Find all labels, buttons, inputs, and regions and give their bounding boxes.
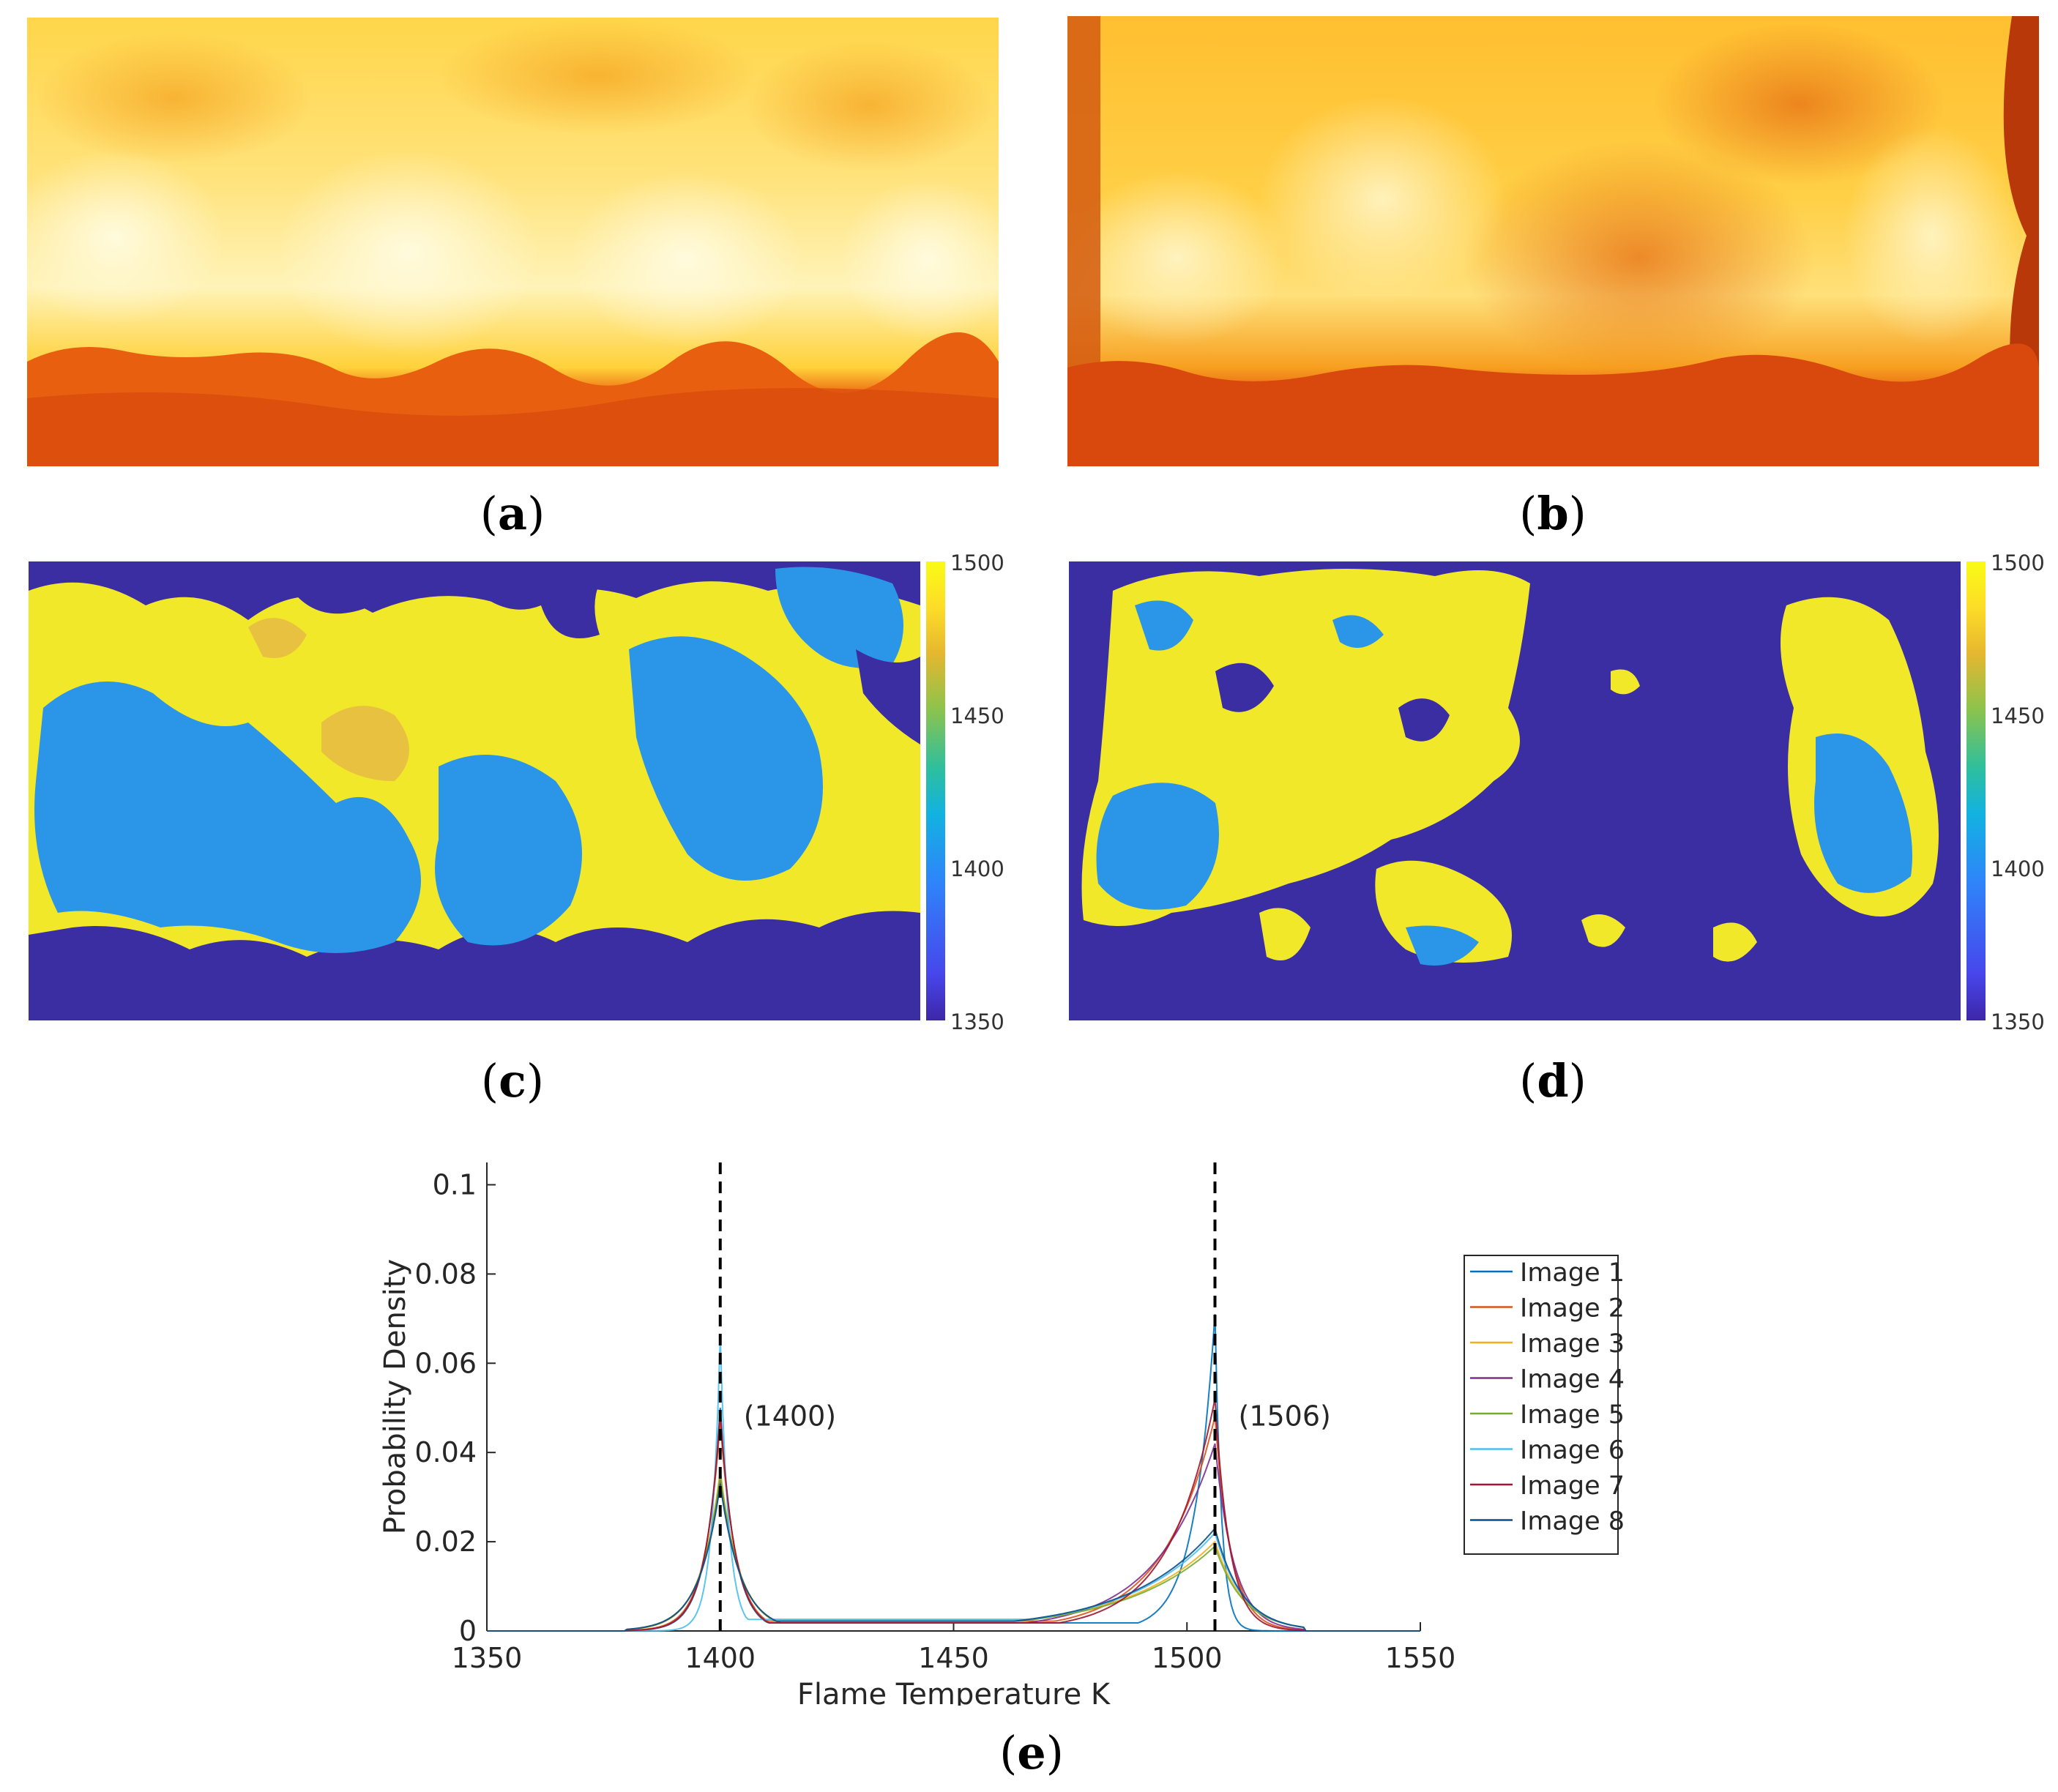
- probability-density-chart: 1350 1400 1450 1500 1550 0 0.02 0.04 0.06 0.08 0.1…: [366, 1149, 1669, 1711]
- y-tick-label: 0: [459, 1615, 477, 1647]
- x-tick-label: 1400: [685, 1642, 756, 1674]
- legend-label-8: Image 8: [1520, 1507, 1625, 1537]
- y-axis-label: Probability Density: [379, 1259, 412, 1534]
- legend-label-7: Image 7: [1520, 1471, 1625, 1501]
- y-tick-label: 0.1: [433, 1168, 477, 1201]
- series-line-4: [487, 1443, 1420, 1632]
- series-line-7: [487, 1398, 1420, 1632]
- colorbar-d-tick-1450: 1450: [1991, 703, 2045, 728]
- colorbar-c-tick-1500: 1500: [950, 550, 1004, 575]
- y-tick-label: 0.06: [414, 1347, 477, 1379]
- flame-photo-b: [1067, 16, 2039, 466]
- x-axis-label: Flame Temperature K: [797, 1678, 1111, 1706]
- legend-label-4: Image 4: [1520, 1365, 1625, 1395]
- series-line-5: [487, 1474, 1420, 1632]
- colorbar-c-tick-1450: 1450: [950, 703, 1004, 728]
- y-tick-label: 0.08: [414, 1258, 477, 1290]
- x-tick-label: 1350: [452, 1642, 523, 1674]
- colorbar-c-tick-1350: 1350: [950, 1009, 1004, 1034]
- x-tick-label: 1500: [1152, 1642, 1223, 1674]
- legend-label-2: Image 2: [1520, 1294, 1625, 1324]
- colorbar-d: [1966, 561, 1986, 1020]
- caption-c: (c): [480, 1054, 545, 1108]
- colorbar-d-tick-1350: 1350: [1991, 1009, 2045, 1034]
- colorbar-d-tick-1400: 1400: [1991, 856, 2045, 881]
- caption-a: (a): [480, 487, 545, 540]
- colorbar-c: [926, 561, 945, 1020]
- legend-label-6: Image 6: [1520, 1436, 1625, 1466]
- temperature-map-c: [29, 561, 920, 1020]
- y-tick-label: 0.02: [414, 1526, 477, 1558]
- legend-box: [1464, 1255, 1619, 1555]
- peak-annotation-2: (1506): [1239, 1400, 1331, 1433]
- series-line-3: [487, 1470, 1420, 1632]
- caption-b: (b): [1519, 487, 1587, 540]
- legend-label-1: Image 1: [1520, 1258, 1625, 1288]
- legend-label-3: Image 3: [1520, 1329, 1625, 1359]
- peak-annotation-1: (1400): [744, 1400, 836, 1433]
- colorbar-c-tick-1400: 1400: [950, 856, 1004, 881]
- series-line-2: [487, 1416, 1420, 1632]
- x-tick-label: 1550: [1385, 1642, 1456, 1674]
- caption-e: (e): [999, 1726, 1064, 1780]
- caption-d: (d): [1519, 1054, 1587, 1108]
- series-line-8: [487, 1483, 1420, 1632]
- legend-label-5: Image 5: [1520, 1400, 1625, 1430]
- temperature-map-d: [1069, 561, 1961, 1020]
- series-line-6: [487, 1336, 1420, 1632]
- flame-photo-a: [27, 18, 999, 466]
- y-tick-label: 0.04: [414, 1436, 477, 1468]
- series-line-1: [487, 1314, 1420, 1632]
- x-tick-label: 1450: [918, 1642, 989, 1674]
- colorbar-d-tick-1500: 1500: [1991, 550, 2045, 575]
